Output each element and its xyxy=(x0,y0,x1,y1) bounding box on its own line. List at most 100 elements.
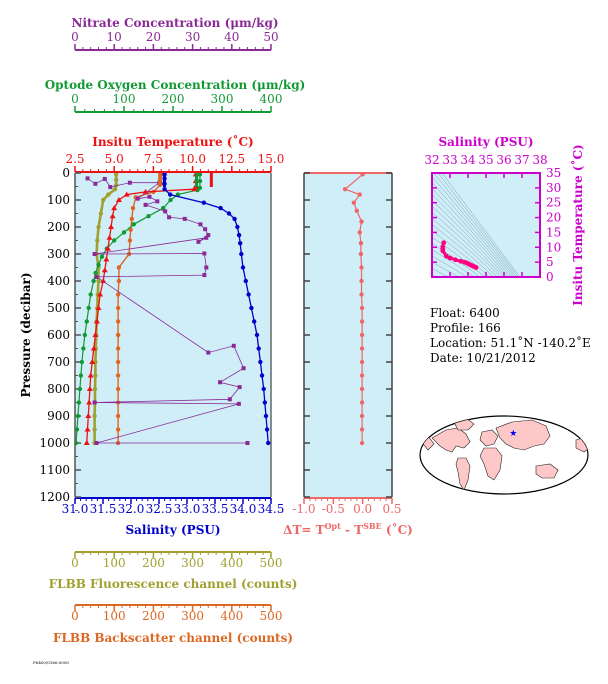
salinity-tick-label: 34.0 xyxy=(230,502,257,516)
temperature-series xyxy=(83,173,199,445)
temperature-tick-label: 5.0 xyxy=(105,152,124,166)
nitrate-point xyxy=(236,401,241,406)
land-north-america xyxy=(431,427,471,453)
temperature-point xyxy=(97,291,104,297)
ts-density-contour xyxy=(432,261,459,277)
pressure-axis-title: Pressure (decibar) xyxy=(19,272,33,397)
date: Date: 10/21/2012 xyxy=(430,351,536,365)
oxygen-point xyxy=(197,178,203,184)
backscatter-point xyxy=(115,332,121,338)
salinity-tick-label: 31.5 xyxy=(90,502,117,516)
ts-density-contour xyxy=(432,199,507,277)
footer-code: F6400/0166.0000 xyxy=(33,660,69,665)
salinity-axis-title: Salinity (PSU) xyxy=(125,523,220,537)
temperature-point xyxy=(100,278,107,283)
ts-temp-tick-label: 15 xyxy=(546,225,561,239)
salinity-point xyxy=(258,359,263,365)
salinity-point xyxy=(239,251,244,257)
oxygen-axis-title: Optode Oxygen Concentration (μm/kg) xyxy=(45,78,306,92)
temperature-point xyxy=(142,188,149,194)
pressure-axis-left: 0 100 200 300 400 500 600 700 800 900 1000 1100 1200 xyxy=(39,166,81,511)
delta-point xyxy=(359,440,365,446)
delta-label-main: ΔT= T xyxy=(283,523,324,537)
backscatter-point xyxy=(115,359,121,365)
temperature-point xyxy=(191,186,198,192)
fluorescence-point xyxy=(93,373,98,378)
ts-plot-area xyxy=(432,173,540,277)
delta-label-sup1: Opt xyxy=(325,521,342,531)
nitrate-point xyxy=(203,227,208,232)
backscatter-tick-label: 0 xyxy=(71,609,79,623)
ts-temp-tick-label: 5 xyxy=(546,255,554,269)
delta-point xyxy=(359,373,365,378)
nitrate-tick-label: 10 xyxy=(107,30,122,44)
oxygen-point xyxy=(146,214,151,219)
ts-salinity-tick-label: 37 xyxy=(514,153,529,167)
nitrate-point xyxy=(93,181,98,186)
salinity-point xyxy=(263,413,269,419)
pressure-tick-label: 600 xyxy=(47,328,70,342)
oxygen-point xyxy=(91,278,96,284)
temperature-point xyxy=(101,267,108,273)
fluorescence-point xyxy=(96,278,101,284)
land-australia xyxy=(535,463,559,479)
oxygen-point xyxy=(86,305,91,311)
oxygen-point xyxy=(121,230,127,235)
nitrate-point xyxy=(94,274,99,279)
backscatter-point xyxy=(128,227,133,232)
nitrate-point xyxy=(108,185,113,190)
delta-point xyxy=(359,427,365,432)
ts-density-contour xyxy=(432,255,468,277)
salinity-point xyxy=(235,224,240,230)
nitrate-point xyxy=(135,196,140,201)
nitrate-point xyxy=(143,202,148,207)
world-map-inset: ★ xyxy=(419,415,589,495)
delta-label-end: (˚C) xyxy=(382,522,413,537)
nitrate-point xyxy=(227,397,232,402)
nitrate-axis-title: Nitrate Concentration (μm/kg) xyxy=(71,16,278,30)
salinity-point xyxy=(246,292,251,297)
fluorescence-tick-label: 200 xyxy=(142,556,165,570)
pressure-tick-label: 800 xyxy=(47,382,70,396)
temperature-tick-label: 10.0 xyxy=(179,152,206,166)
oxygen-point xyxy=(161,205,166,211)
delta-point xyxy=(358,241,364,246)
fluorescence-axis-title: FLBB Fluorescence channel (counts) xyxy=(49,577,298,591)
delta-point xyxy=(354,208,359,213)
ts-density-contour xyxy=(432,212,501,277)
nitrate-point xyxy=(231,343,236,348)
backscatter-point xyxy=(115,305,121,311)
temperature-point xyxy=(90,345,97,351)
land-africa xyxy=(479,447,503,481)
nitrate-point xyxy=(94,441,99,445)
salinity-tick-label: 33.0 xyxy=(174,502,201,516)
location: Location: 51.1˚N -140.2˚E xyxy=(430,336,591,350)
salinity-point xyxy=(232,216,237,222)
salinity-point xyxy=(240,265,246,270)
ts-density-contour xyxy=(432,274,437,277)
temperature-point xyxy=(103,256,110,262)
delta-tick-label: -1.0 xyxy=(292,502,315,516)
temperature-axis: 2.5 5.0 7.5 10.0 12.5 15.0 xyxy=(65,152,284,173)
oxygen-axis: 0 100 200 300 400 xyxy=(71,92,282,113)
oxygen-point xyxy=(75,413,81,419)
pressure-tick-label: 1100 xyxy=(39,463,70,477)
salinity-point xyxy=(201,200,206,205)
fluorescence-point xyxy=(95,238,100,243)
profile-number: Profile: 166 xyxy=(430,321,501,335)
nitrate-point xyxy=(92,400,97,405)
delta-plot-area xyxy=(304,173,392,497)
temperature-point xyxy=(92,332,99,337)
delta-point xyxy=(359,219,364,224)
salinity-tick-label: 33.5 xyxy=(202,502,229,516)
backscatter-point xyxy=(115,373,121,378)
pressure-tick-label: 0 xyxy=(62,166,70,180)
salinity-point xyxy=(264,427,270,432)
nitrate-tick-label: 40 xyxy=(224,30,239,44)
oxygen-surface-mark xyxy=(195,173,199,187)
fluorescence-point xyxy=(96,224,101,230)
temperature-point xyxy=(84,426,91,432)
ts-point xyxy=(447,255,453,261)
salinity-series xyxy=(162,173,271,446)
ts-density-contour xyxy=(432,194,509,277)
